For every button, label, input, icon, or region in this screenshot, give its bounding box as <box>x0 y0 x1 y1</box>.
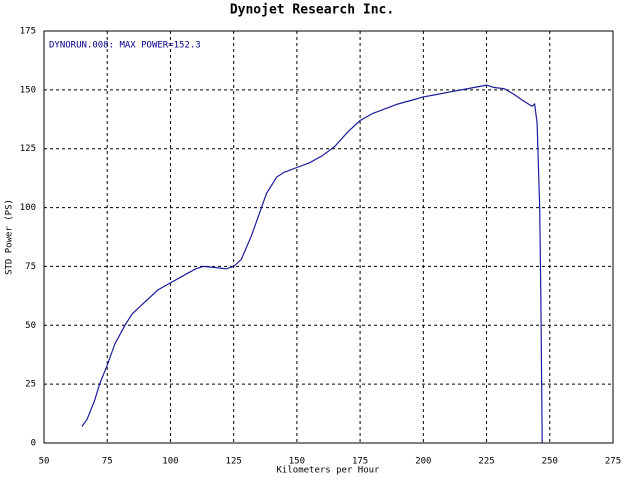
y-tick-label: 100 <box>20 203 36 213</box>
y-tick-label: 175 <box>20 27 36 37</box>
plot-frame <box>43 30 614 444</box>
x-axis-label: Kilometers per Hour <box>277 466 381 476</box>
x-tick-label: 75 <box>102 457 113 467</box>
x-tick-label: 150 <box>289 457 305 467</box>
y-tick-label: 75 <box>25 262 36 272</box>
x-tick-label: 250 <box>542 457 558 467</box>
y-tick-label: 25 <box>25 380 36 390</box>
x-tick-label: 225 <box>478 457 494 467</box>
annotation: DYNORUN.008: MAX POWER=152.3 <box>49 41 201 51</box>
y-tick-label: 150 <box>20 85 36 95</box>
x-tick-label: 100 <box>162 457 178 467</box>
x-tick-label: 50 <box>39 457 50 467</box>
x-tick-label: 200 <box>415 457 431 467</box>
x-tick-label: 125 <box>226 457 242 467</box>
y-tick-label: 125 <box>20 144 36 154</box>
x-tick-label: 175 <box>352 457 368 467</box>
chart-title: Dynojet Research Inc. <box>230 3 394 18</box>
x-tick-label: 275 <box>605 457 621 467</box>
power-line <box>81 84 543 444</box>
y-tick-label: 0 <box>31 439 36 449</box>
y-axis-label: STD Power (PS) <box>5 199 15 275</box>
y-tick-label: 50 <box>25 321 36 331</box>
